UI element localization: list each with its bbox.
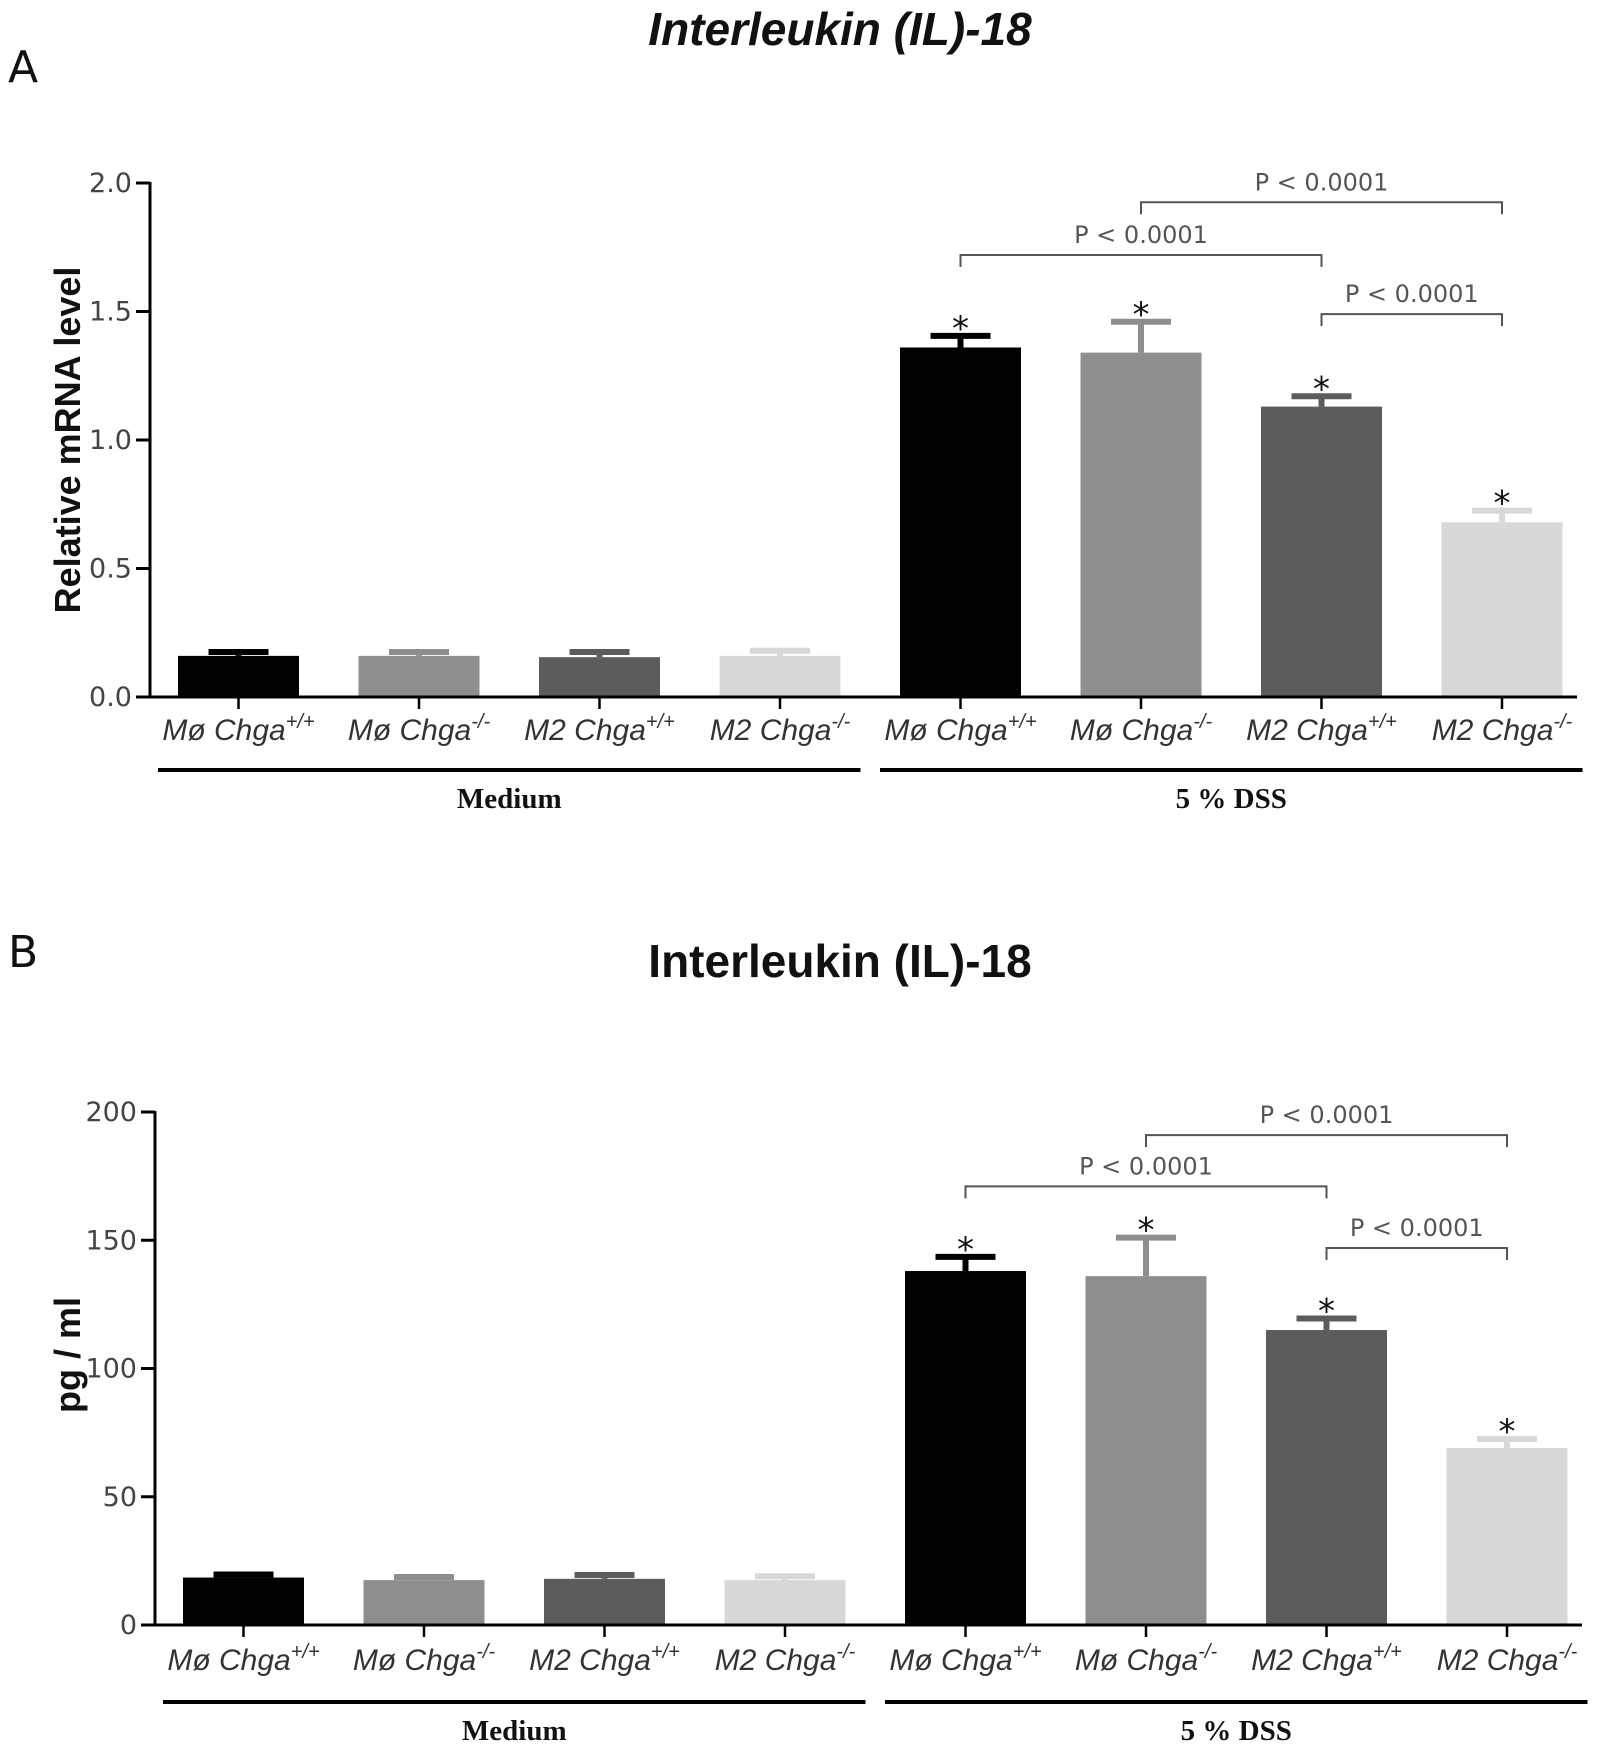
category-label: M2 Chga+/+ <box>524 711 675 747</box>
significance-star: * <box>952 309 969 349</box>
bar <box>905 1271 1026 1625</box>
y-tick-label: 100 <box>85 1354 137 1385</box>
y-tick-label: 2.0 <box>89 168 132 199</box>
group-label: 5 % DSS <box>1176 783 1287 815</box>
group-label: 5 % DSS <box>1181 1715 1292 1747</box>
comparison-bracket <box>1145 1134 1508 1148</box>
p-value-label: P < 0.0001 <box>1255 168 1389 196</box>
bar <box>178 655 299 697</box>
group-label: Medium <box>462 1715 567 1747</box>
category-label: Mø Chga+/+ <box>889 1641 1041 1677</box>
p-value-label: P < 0.0001 <box>1345 280 1479 308</box>
chart-title: Interleukin (IL)-18 <box>648 3 1032 55</box>
p-value-label: P < 0.0001 <box>1079 1152 1213 1180</box>
p-value-label: P < 0.0001 <box>1350 1214 1484 1242</box>
comparison-bracket <box>1140 201 1503 215</box>
bar <box>1266 1330 1387 1625</box>
category-label: Mø Chga-/- <box>353 1641 496 1677</box>
bar <box>544 1578 665 1625</box>
bar <box>1085 1276 1207 1625</box>
y-tick-label: 1.0 <box>89 425 132 456</box>
category-label: Mø Chga-/- <box>348 711 491 747</box>
panel-label: B <box>8 927 38 978</box>
category-label: M2 Chga+/+ <box>1246 711 1397 747</box>
category-label: Mø Chga+/+ <box>167 1641 319 1677</box>
bar <box>724 1580 846 1625</box>
y-tick-label: 0 <box>120 1610 137 1641</box>
chart-title: Interleukin (IL)-18 <box>648 935 1031 987</box>
bar <box>363 1580 485 1625</box>
bar <box>539 657 660 697</box>
category-label: Mø Chga+/+ <box>884 711 1036 747</box>
panel-label: A <box>8 42 38 93</box>
category-label: M2 Chga-/- <box>715 1641 856 1677</box>
significance-star: * <box>1138 1211 1155 1251</box>
bar <box>183 1577 304 1625</box>
group-label: Medium <box>457 783 562 815</box>
p-value-label: P < 0.0001 <box>1074 221 1208 249</box>
y-tick-label: 0.0 <box>89 682 132 713</box>
significance-star: * <box>1313 369 1330 409</box>
p-value-label: P < 0.0001 <box>1260 1101 1394 1129</box>
category-label: Mø Chga+/+ <box>162 711 314 747</box>
bar <box>1261 406 1382 697</box>
significance-star: * <box>1494 484 1511 524</box>
comparison-bracket <box>964 1185 1328 1199</box>
category-label: Mø Chga-/- <box>1070 711 1213 747</box>
significance-star: * <box>1133 295 1150 335</box>
bar <box>358 655 480 697</box>
bar <box>900 347 1021 697</box>
category-label: M2 Chga+/+ <box>529 1641 680 1677</box>
panel-b-chart: B Interleukin (IL)-18 0 50 100 150 200 pg / ml M… <box>8 927 1588 1747</box>
y-axis-title: pg / ml <box>47 1297 88 1413</box>
y-tick-label: 1.5 <box>89 297 132 328</box>
category-label: M2 Chga-/- <box>710 711 851 747</box>
y-tick-label: 150 <box>85 1225 137 1256</box>
bar <box>719 655 841 697</box>
panel-a-chart: A Interleukin (IL)-18 0.0 0.5 1.0 1.5 2.0 Relat… <box>8 3 1583 815</box>
y-axis-title: Relative mRNA level <box>47 267 88 614</box>
y-tick-label: 200 <box>85 1097 137 1128</box>
significance-star: * <box>1499 1412 1516 1452</box>
category-label: M2 Chga-/- <box>1437 1641 1578 1677</box>
y-tick-label: 0.5 <box>89 554 132 585</box>
bar <box>1080 352 1202 697</box>
comparison-bracket <box>1320 313 1503 327</box>
comparison-bracket <box>959 253 1323 267</box>
bar <box>1446 1448 1568 1625</box>
category-label: Mø Chga-/- <box>1075 1641 1218 1677</box>
significance-star: * <box>1318 1291 1335 1331</box>
comparison-bracket <box>1325 1246 1508 1260</box>
significance-star: * <box>957 1230 974 1270</box>
bar <box>1441 522 1563 697</box>
category-label: M2 Chga+/+ <box>1251 1641 1402 1677</box>
category-label: M2 Chga-/- <box>1432 711 1573 747</box>
y-tick-label: 50 <box>103 1482 137 1513</box>
